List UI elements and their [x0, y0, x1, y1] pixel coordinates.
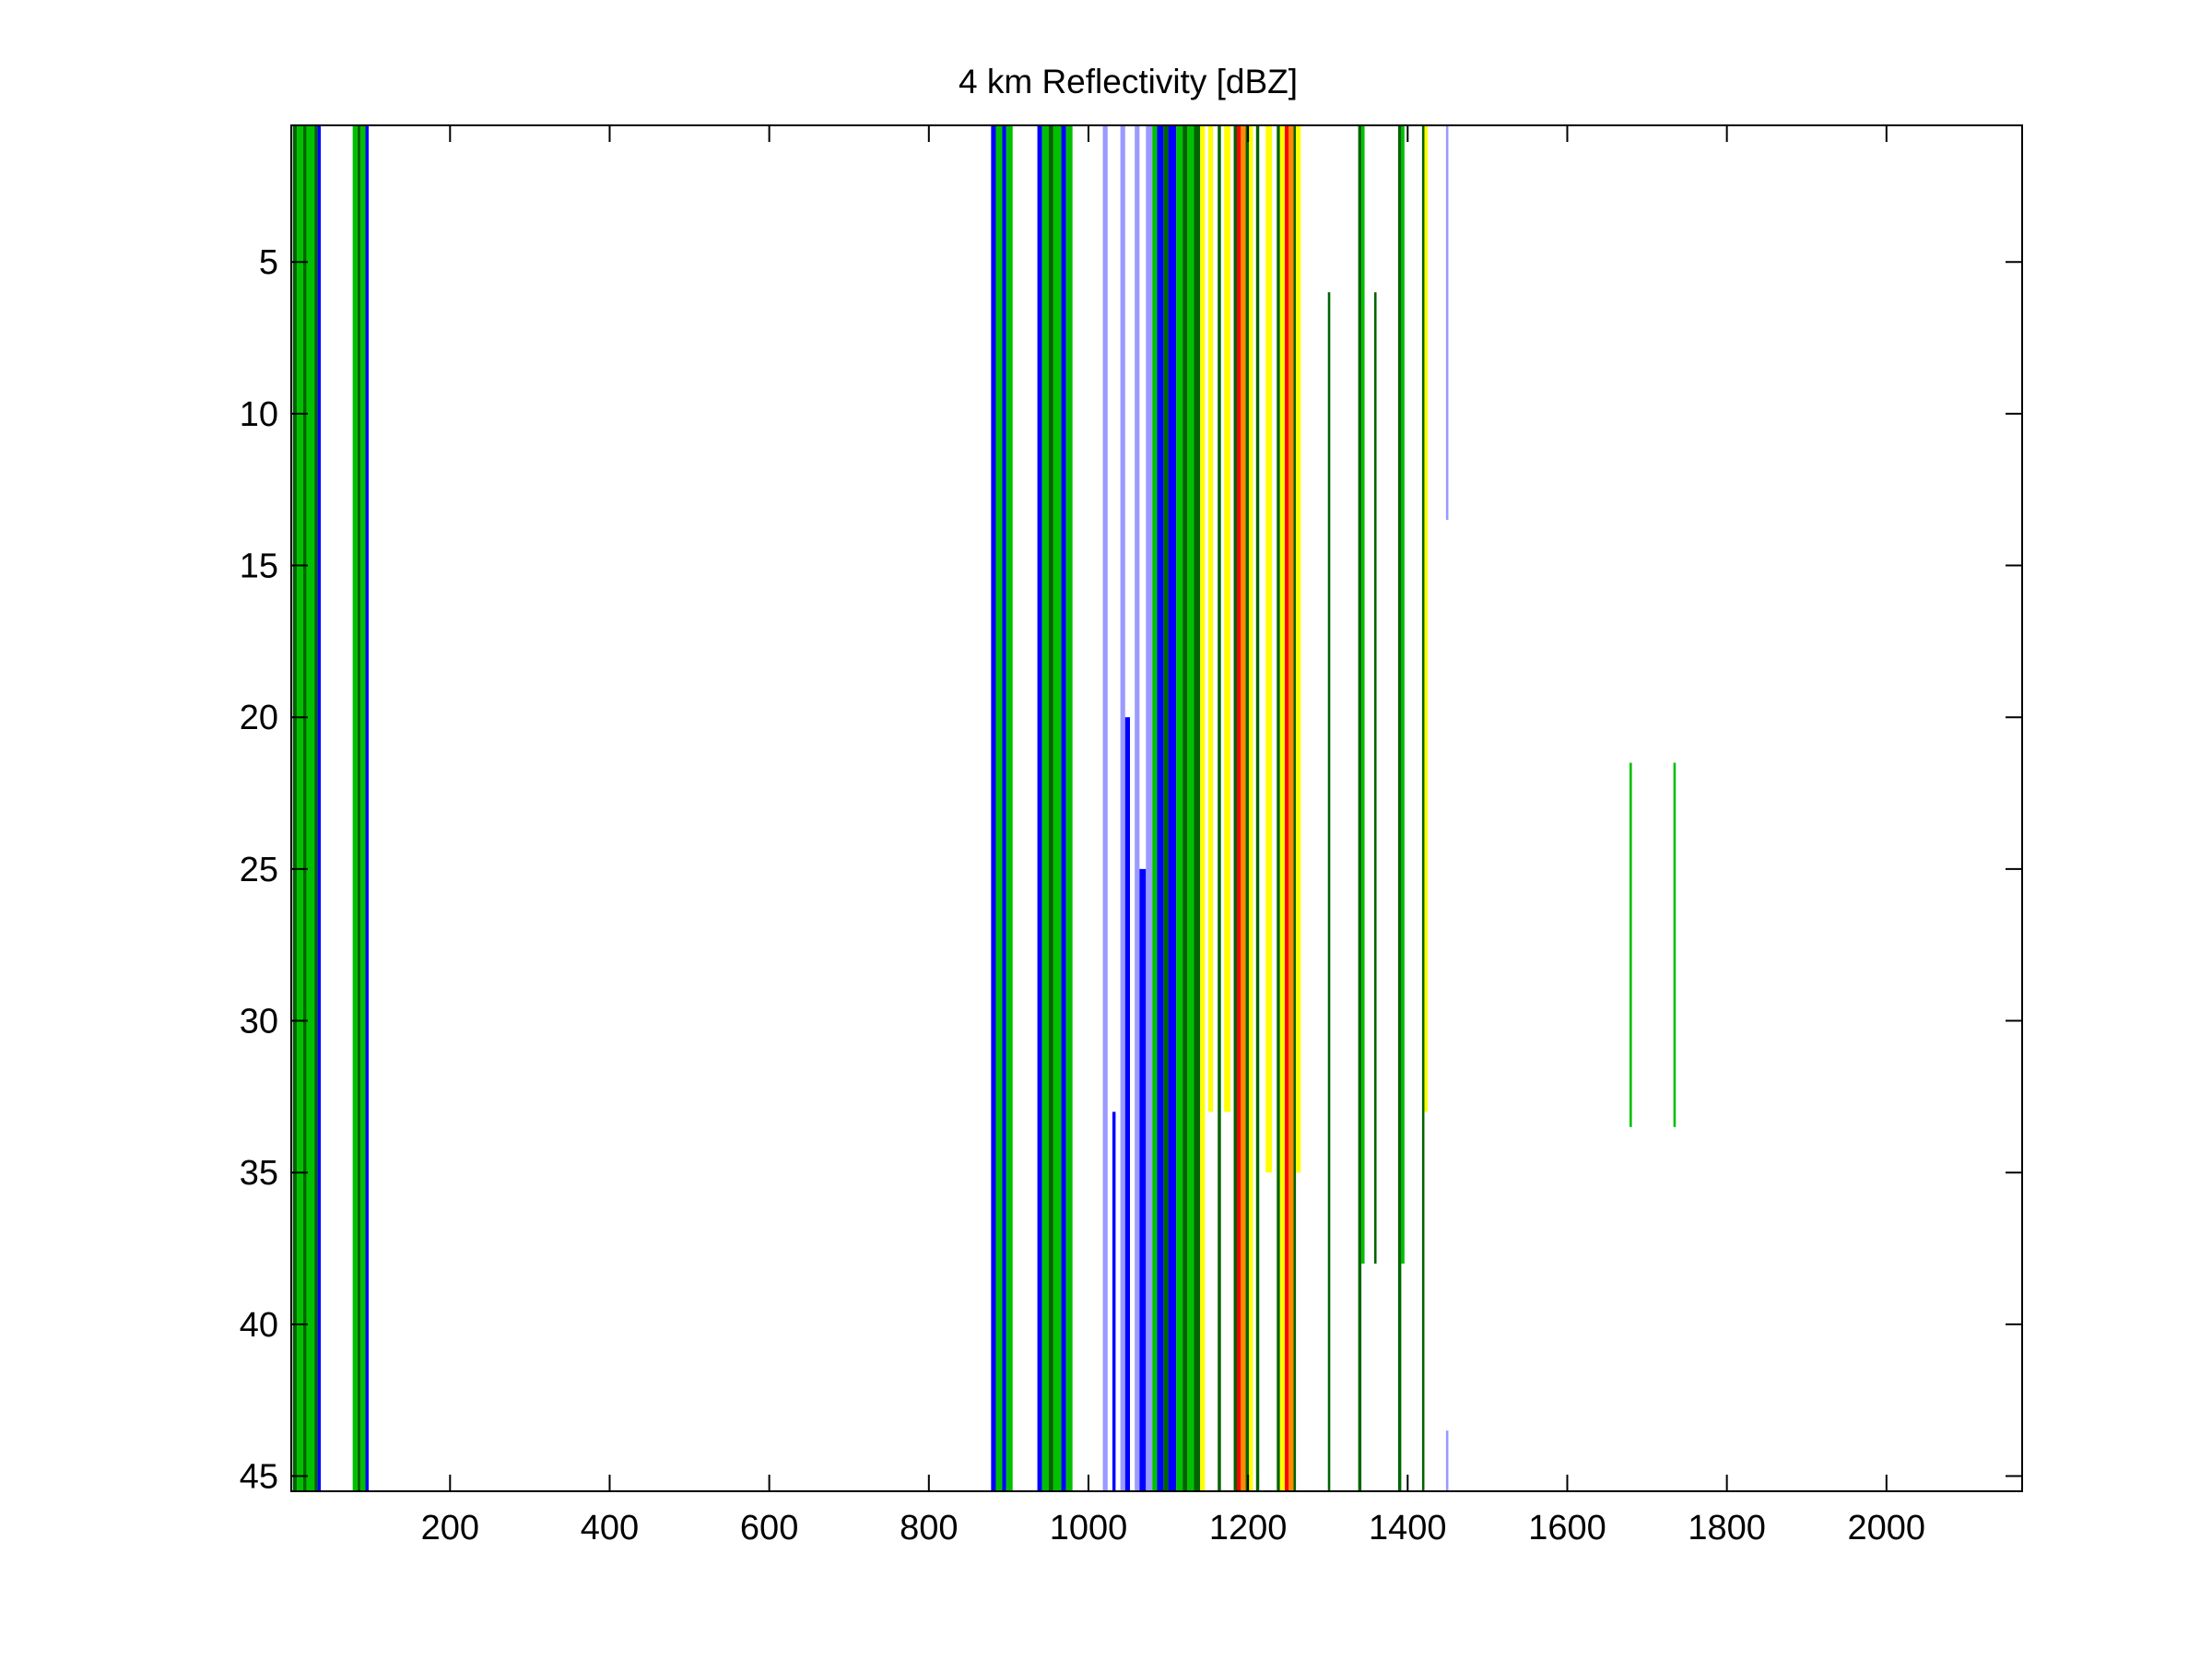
y-tick-label-25: 25 — [240, 851, 278, 889]
y-tick-label-10: 10 — [240, 395, 278, 434]
reflectivity-band-37 — [1218, 125, 1221, 1491]
plot-area-frame — [290, 124, 2023, 1492]
axis-ticks: 200 400 600 800 1000 1200 1400 1600 1800 2000 5 10 1… — [240, 125, 2022, 1547]
reflectivity-band-47 — [1279, 125, 1285, 1491]
reflectivity-band-23 — [1124, 717, 1130, 1491]
reflectivity-band-45 — [1265, 125, 1273, 1173]
y-tick-label-5: 5 — [259, 243, 278, 282]
reflectivity-band-5 — [317, 125, 322, 1491]
reflectivity-band-6 — [352, 125, 358, 1491]
y-tick-label-40: 40 — [240, 1306, 278, 1345]
reflectivity-band-56 — [1397, 125, 1402, 1491]
reflectivity-band-40 — [1237, 125, 1241, 1491]
reflectivity-band-10 — [991, 125, 996, 1491]
reflectivity-band-46 — [1277, 125, 1280, 1491]
reflectivity-band-59 — [1424, 125, 1428, 1112]
reflectivity-band-15 — [1041, 125, 1049, 1491]
reflectivity-band-55 — [1373, 292, 1377, 1265]
x-tick-label-400: 400 — [581, 1509, 639, 1547]
y-tick-label-30: 30 — [240, 1003, 278, 1041]
reflectivity-band-57 — [1401, 125, 1405, 1264]
reflectivity-band-39 — [1233, 125, 1238, 1491]
reflectivity-band-62 — [1630, 762, 1632, 1127]
reflectivity-band-43 — [1249, 125, 1253, 1491]
reflectivity-band-36 — [1207, 125, 1214, 1112]
reflectivity-band-7 — [357, 125, 361, 1491]
reflectivity-band-8 — [360, 125, 366, 1491]
x-tick-label-200: 200 — [421, 1509, 479, 1547]
reflectivity-band-19 — [1065, 125, 1073, 1491]
reflectivity-band-34 — [1194, 125, 1201, 1491]
y-tick-label-35: 35 — [240, 1154, 278, 1193]
reflectivity-band-13 — [1006, 125, 1013, 1491]
reflectivity-band-1 — [297, 125, 303, 1491]
x-tick-label-1400: 1400 — [1369, 1509, 1447, 1547]
reflectivity-band-17 — [1053, 125, 1062, 1491]
reflectivity-band-0 — [292, 125, 298, 1491]
x-tick-label-600: 600 — [740, 1509, 798, 1547]
reflectivity-band-61 — [1445, 1430, 1449, 1491]
reflectivity-band-30 — [1168, 125, 1177, 1491]
reflectivity-band-51 — [1296, 125, 1301, 1173]
reflectivity-band-50 — [1293, 125, 1297, 1491]
reflectivity-band-60 — [1445, 125, 1449, 521]
reflectivity-band-63 — [1673, 762, 1677, 1127]
reflectivity-band-16 — [1048, 125, 1053, 1491]
reflectivity-band-21 — [1112, 1112, 1116, 1491]
reflectivity-bands — [292, 125, 1677, 1492]
reflectivity-band-11 — [995, 125, 1003, 1491]
reflectivity-band-53 — [1358, 125, 1362, 1491]
reflectivity-band-52 — [1327, 292, 1331, 1492]
reflectivity-band-33 — [1187, 125, 1194, 1491]
reflectivity-band-54 — [1361, 125, 1365, 1264]
reflectivity-band-29 — [1163, 125, 1169, 1491]
chart-title: 4 km Reflectivity [dBZ] — [959, 63, 1298, 100]
reflectivity-band-35 — [1200, 125, 1206, 1491]
reflectivity-band-49 — [1288, 125, 1294, 1491]
reflectivity-band-4 — [314, 125, 318, 1491]
reflectivity-band-28 — [1157, 125, 1164, 1491]
reflectivity-band-32 — [1182, 125, 1188, 1491]
reflectivity-band-31 — [1176, 125, 1183, 1491]
x-tick-label-1600: 1600 — [1528, 1509, 1606, 1547]
x-tick-label-1000: 1000 — [1050, 1509, 1128, 1547]
reflectivity-band-22 — [1120, 125, 1125, 1491]
reflectivity-band-38 — [1224, 125, 1231, 1112]
reflectivity-band-14 — [1037, 125, 1042, 1491]
reflectivity-band-25 — [1139, 868, 1147, 1491]
x-tick-label-800: 800 — [900, 1509, 958, 1547]
y-tick-label-20: 20 — [240, 699, 278, 737]
x-tick-label-2000: 2000 — [1848, 1509, 1926, 1547]
reflectivity-band-12 — [1002, 125, 1006, 1491]
reflectivity-band-27 — [1152, 125, 1158, 1491]
y-tick-label-45: 45 — [240, 1458, 278, 1497]
y-tick-label-15: 15 — [240, 547, 278, 586]
x-tick-label-1800: 1800 — [1688, 1509, 1766, 1547]
reflectivity-band-41 — [1241, 125, 1246, 1491]
reflectivity-band-48 — [1284, 125, 1289, 1491]
reflectivity-band-3 — [306, 125, 315, 1491]
reflectivity-band-42 — [1245, 125, 1250, 1491]
reflectivity-band-44 — [1255, 125, 1260, 1491]
reflectivity-band-24 — [1135, 125, 1140, 1491]
x-tick-label-1200: 1200 — [1209, 1509, 1288, 1547]
reflectivity-band-20 — [1102, 125, 1108, 1491]
reflectivity-band-26 — [1146, 125, 1153, 1491]
reflectivity-band-58 — [1421, 125, 1425, 1491]
reflectivity-band-2 — [302, 125, 307, 1491]
reflectivity-band-18 — [1061, 125, 1066, 1491]
reflectivity-band-9 — [365, 125, 369, 1491]
